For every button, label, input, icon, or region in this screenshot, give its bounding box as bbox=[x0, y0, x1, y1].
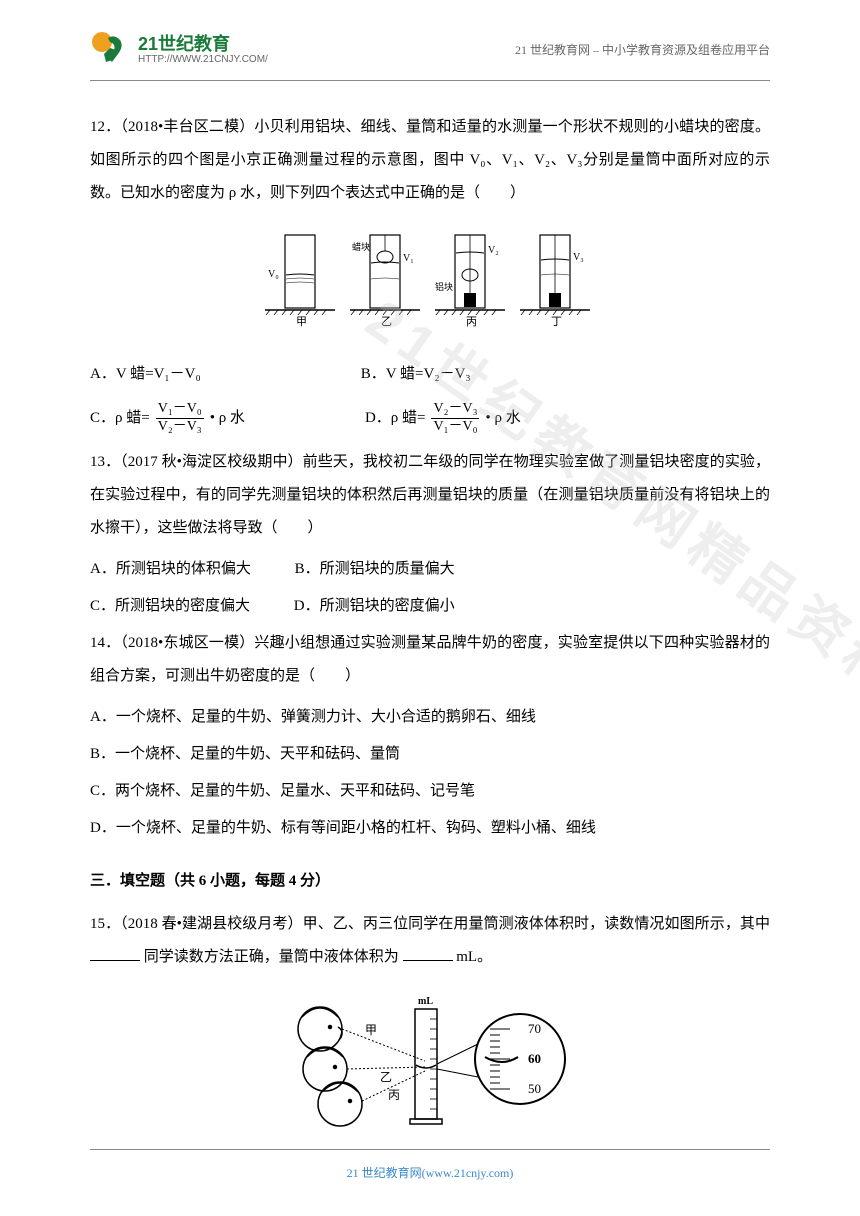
q12-text: 12．（2018•丰台区二模）小贝利用铝块、细线、量筒和适量的水测量一个形状不规… bbox=[90, 119, 770, 201]
q13-text: 13．（2017 秋•海淀区校级期中）前些天，我校初二年级的同学在物理实验室做了… bbox=[90, 454, 770, 536]
v0-label: V₀ bbox=[268, 269, 279, 280]
question-15: 15．（2018 春•建湖县校级月考）甲、乙、丙三位同学在用量筒测液体体积时，读… bbox=[90, 908, 770, 974]
footer-text: 21 世纪教育网(www.21cnjy.com) bbox=[347, 1166, 514, 1180]
q13-optD: D．所测铝块的密度偏小 bbox=[294, 590, 455, 623]
q12-optB: B．V 蜡=V₂－V₃ bbox=[361, 358, 471, 391]
q13-options-ab: A．所测铝块的体积偏大 B．所测铝块的质量偏大 bbox=[90, 553, 770, 586]
logo: 21世纪教育 HTTP://WWW.21CNJY.COM/ bbox=[90, 30, 268, 70]
logo-icon bbox=[90, 30, 130, 70]
logo-text: 21世纪教育 HTTP://WWW.21CNJY.COM/ bbox=[138, 35, 268, 66]
header-right-text: 21 世纪教育网 – 中小学教育资源及组卷应用平台 bbox=[515, 37, 770, 63]
jia-reader: 甲 bbox=[365, 1023, 377, 1037]
bing-label: 丙 bbox=[466, 316, 477, 328]
q13-optC: C．所测铝块的密度偏大 bbox=[90, 590, 250, 623]
question-13: 13．（2017 秋•海淀区校级期中）前些天，我校初二年级的同学在物理实验室做了… bbox=[90, 446, 770, 545]
q14-optD: D．一个烧杯、足量的牛奶、标有等间距小格的杠杆、钩码、塑料小桶、细线 bbox=[90, 812, 770, 845]
yi-reader: 乙 bbox=[380, 1070, 392, 1084]
v3-label: V₃ bbox=[573, 252, 584, 263]
logo-cn: 21世纪教育 bbox=[138, 35, 268, 55]
yi-label: 乙 bbox=[381, 315, 392, 328]
logo-en: HTTP://WWW.21CNJY.COM/ bbox=[138, 54, 268, 65]
q15-text-mid: 同学读数方法正确，量筒中液体体积为 bbox=[144, 949, 399, 965]
q12-optA: A．V 蜡=V₁－V₀ bbox=[90, 358, 201, 391]
q14-optB: B．一个烧杯、足量的牛奶、天平和砝码、量筒 bbox=[90, 738, 770, 771]
q13-optB: B．所测铝块的质量偏大 bbox=[295, 553, 455, 586]
page-footer: 21 世纪教育网(www.21cnjy.com) bbox=[90, 1149, 770, 1186]
q14-optC: C．两个烧杯、足量的牛奶、足量水、天平和砝码、记号笔 bbox=[90, 775, 770, 808]
ml-label: mL bbox=[418, 996, 433, 1007]
cylinder-figure: V₀ 甲 蜡块 V₁ 乙 V₂ 铝块 丙 V₃ bbox=[90, 225, 770, 343]
tick-60: 60 bbox=[528, 1051, 541, 1066]
lakuai-label: 蜡块 bbox=[352, 241, 370, 252]
question-14: 14．（2018•东城区一模）兴趣小组想通过实验测量某品牌牛奶的密度，实验室提供… bbox=[90, 627, 770, 693]
fraction-c: V₁－V₀ V₂－V₃ bbox=[156, 401, 204, 436]
jia-label: 甲 bbox=[296, 316, 307, 328]
lvkuai-label: 铝块 bbox=[435, 281, 453, 292]
q14-text: 14．（2018•东城区一模）兴趣小组想通过实验测量某品牌牛奶的密度，实验室提供… bbox=[90, 635, 770, 684]
v1-label: V₁ bbox=[403, 253, 414, 264]
bing-reader: 丙 bbox=[388, 1088, 400, 1102]
v2-label: V₂ bbox=[488, 245, 499, 256]
q15-text-after: mL。 bbox=[456, 949, 492, 965]
q12-optD: D．ρ 蜡= V₂－V₃ V₁－V₀ • ρ 水 bbox=[365, 401, 521, 436]
q12-options-ab: A．V 蜡=V₁－V₀ B．V 蜡=V₂－V₃ bbox=[90, 358, 770, 391]
content: 21世纪教育网精品资料 12．（2018•丰台区二模）小贝利用铝块、细线、量筒和… bbox=[90, 111, 770, 1142]
reading-figure: 甲 乙 丙 mL 70 bbox=[90, 989, 770, 1142]
tick-50: 50 bbox=[528, 1081, 541, 1096]
q13-optA: A．所测铝块的体积偏大 bbox=[90, 553, 251, 586]
q14-optA: A．一个烧杯、足量的牛奶、弹簧测力计、大小合适的鹅卵石、细线 bbox=[90, 701, 770, 734]
q12-options-cd: C．ρ 蜡= V₁－V₀ V₂－V₃ • ρ 水 D．ρ 蜡= V₂－V₃ V₁… bbox=[90, 401, 770, 436]
q12-optC: C．ρ 蜡= V₁－V₀ V₂－V₃ • ρ 水 bbox=[90, 401, 245, 436]
fraction-d: V₂－V₃ V₁－V₀ bbox=[431, 401, 479, 436]
blank-1 bbox=[90, 943, 140, 961]
question-12: 12．（2018•丰台区二模）小贝利用铝块、细线、量筒和适量的水测量一个形状不规… bbox=[90, 111, 770, 210]
q13-options-cd: C．所测铝块的密度偏大 D．所测铝块的密度偏小 bbox=[90, 590, 770, 623]
ding-label: 丁 bbox=[551, 316, 562, 328]
q15-text-before: 15．（2018 春•建湖县校级月考）甲、乙、丙三位同学在用量筒测液体体积时，读… bbox=[90, 916, 770, 932]
tick-70: 70 bbox=[528, 1021, 541, 1036]
blank-2 bbox=[403, 943, 453, 961]
page-header: 21世纪教育 HTTP://WWW.21CNJY.COM/ 21 世纪教育网 –… bbox=[90, 0, 770, 81]
section-3-title: 三．填空题（共 6 小题，每题 4 分） bbox=[90, 865, 770, 898]
